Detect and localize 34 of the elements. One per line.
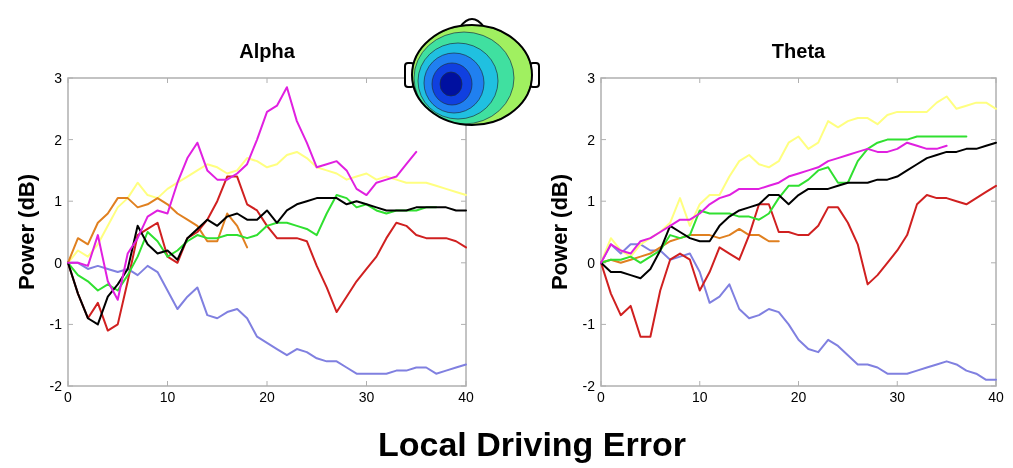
y-tick-label: 3 [54, 69, 63, 86]
x-axis-title: Local Driving Error [378, 425, 686, 463]
y-tick-label: 0 [54, 254, 63, 271]
line-series [67, 150, 467, 264]
y-tick-label: 0 [587, 254, 596, 271]
line-series [600, 95, 997, 264]
y-tick-label: -1 [582, 316, 596, 333]
x-tick-label: 40 [458, 389, 474, 405]
x-tick-label: 40 [988, 389, 1004, 405]
x-tick-label: 20 [259, 389, 275, 405]
x-tick-label: 30 [358, 389, 375, 405]
line-series [67, 86, 418, 301]
line-series [67, 197, 467, 326]
line-series [600, 141, 997, 280]
chart-title: Alpha [239, 40, 296, 62]
y-tick-label: -2 [49, 377, 63, 394]
line-series [67, 197, 249, 264]
y-tick-label: 2 [587, 131, 596, 148]
y-tick-label: -2 [582, 377, 596, 394]
y-tick-label: -1 [49, 316, 63, 333]
y-axis-title: Power (dB) [14, 173, 39, 291]
chart-title: Theta [771, 40, 827, 62]
y-tick-label: 1 [587, 193, 596, 210]
x-tick-label: 20 [790, 389, 807, 405]
line-series [600, 184, 997, 338]
y-tick-label: 2 [54, 131, 63, 148]
y-tick-label: 1 [54, 193, 63, 210]
x-tick-label: 10 [159, 389, 176, 405]
x-tick-label: 0 [597, 389, 606, 405]
x-tick-label: 30 [889, 389, 906, 405]
y-axis-title: Power (dB) [547, 173, 572, 291]
x-tick-label: 10 [691, 389, 708, 405]
y-tick-label: 3 [587, 69, 596, 86]
x-tick-label: 0 [64, 389, 73, 405]
